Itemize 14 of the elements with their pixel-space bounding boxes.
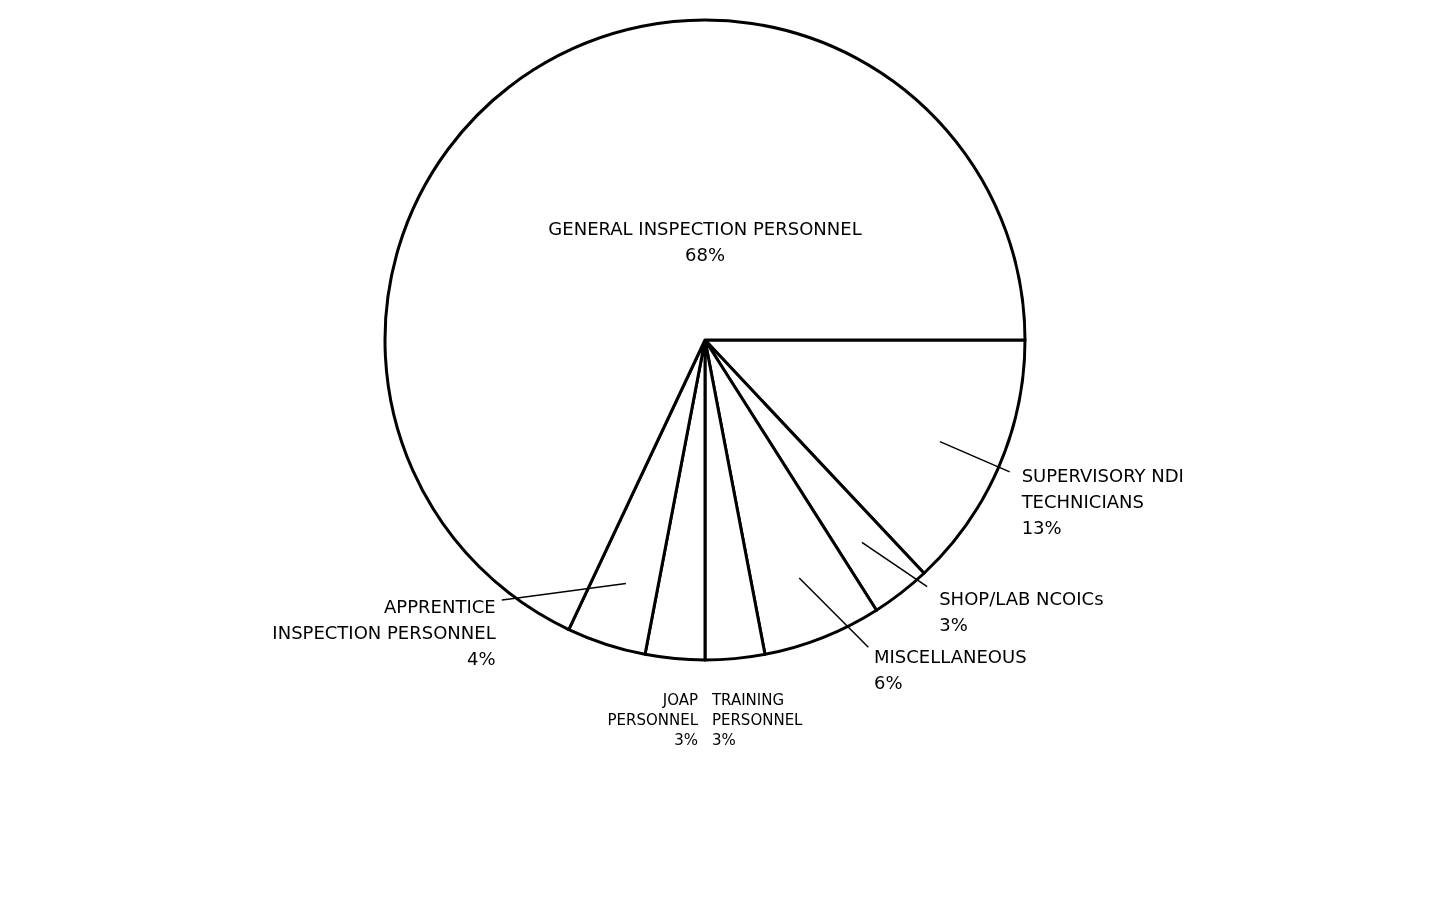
slice-label: TRAINING PERSONNEL [710,690,804,729]
data-label: 4% [467,647,496,669]
slice-label: JOAP PERSONNEL [607,690,699,729]
data-label: 3% [939,614,968,636]
data-label: 3% [674,730,699,749]
data-label: 3% [711,730,736,749]
slice-label: SUPERVISORY NDI TECHNICIANS [1020,465,1184,513]
slice-label: MISCELLANEOUS [874,645,1027,667]
data-label: 6% [874,671,903,693]
slice-label: SHOP/LAB NCOICs [939,588,1104,610]
data-label: 68% [684,244,726,265]
data-label: 13% [1021,517,1062,539]
slice-label: GENERAL INSPECTION PERSONNEL [548,218,862,239]
slice-label: APPRENTICE INSPECTION PERSONNEL [272,595,496,643]
